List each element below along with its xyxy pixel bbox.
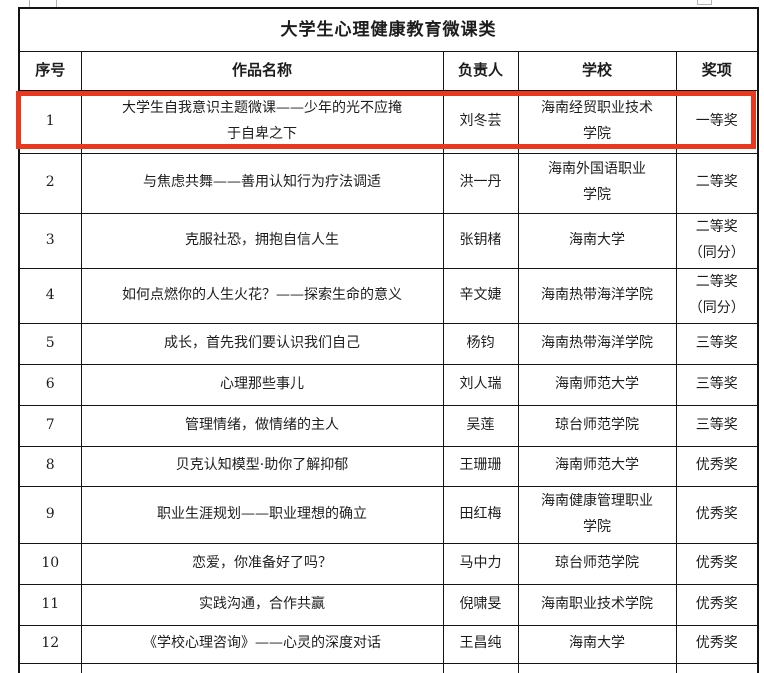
cell-row-number: 12 [18,624,82,664]
cell-school: 海南健康管理职业 学院 [517,485,677,544]
table-row: 9 职业生涯规划——职业理想的确立 田红梅 海南健康管理职业 学院 优秀奖 [18,485,759,544]
empty-cell [18,662,82,673]
cell-work-title: 《学校心理咨询》——心灵的深度对话 [80,624,444,664]
cell-leader: 吴莲 [442,404,519,447]
column-header: 序号 [18,50,82,91]
cell-leader: 王珊珊 [442,445,519,487]
table-row: 12 《学校心理咨询》——心灵的深度对话 王昌纯 海南大学 优秀奖 [18,624,759,664]
cell-row-number: 8 [18,445,82,487]
cell-row-number: 11 [18,583,82,626]
table-row: 2 与焦虑共舞——善用认知行为疗法调适 洪一丹 海南外国语职业 学院 二等奖 [18,152,759,214]
cell-work-title: 恋爱，你准备好了吗？ [80,542,444,585]
page-edge-artifact-right [697,0,712,5]
cell-row-number: 3 [18,212,82,269]
cell-work-title: 如何点燃你的人生火花？——探索生命的意义 [80,267,444,324]
cell-school: 海南热带海洋学院 [517,267,677,324]
cell-school: 海南大学 [517,212,677,269]
cell-leader: 洪一丹 [442,152,519,214]
table-row: 10 恋爱，你准备好了吗？ 马中力 琼台师范学院 优秀奖 [18,542,759,585]
column-header: 学校 [517,50,677,91]
table-row: 8 贝克认知模型·助你了解抑郁 王珊珊 海南师范大学 优秀奖 [18,445,759,487]
cell-leader: 杨钧 [442,322,519,365]
cell-award: 三等奖 [675,363,759,406]
cell-work-title: 大学生自我意识主题微课——少年的光不应掩 于自卑之下 [80,89,444,154]
table-row: 4 如何点燃你的人生火花？——探索生命的意义 辛文婕 海南热带海洋学院 二等奖 … [18,267,759,324]
cell-leader: 张钥楮 [442,212,519,269]
table-row: 6 心理那些事儿 刘人瑞 海南师范大学 三等奖 [18,363,759,406]
column-header: 奖项 [675,50,759,91]
cell-leader: 倪啸旻 [442,583,519,626]
table-row: 7 管理情绪，做情绪的主人 吴莲 琼台师范学院 三等奖 [18,404,759,447]
cell-school: 海南职业技术学院 [517,583,677,626]
cell-row-number: 6 [18,363,82,406]
empty-cell [675,662,759,673]
cell-leader: 王昌纯 [442,624,519,664]
column-header: 作品名称 [80,50,444,91]
cell-row-number: 5 [18,322,82,365]
cell-leader: 刘人瑞 [442,363,519,406]
cell-award: 一等奖 [675,89,759,154]
table-row: 3 克服社恐，拥抱自信人生 张钥楮 海南大学 二等奖 （同分） [18,212,759,269]
empty-cell [80,662,444,673]
cell-award: 二等奖 （同分） [675,212,759,269]
cell-row-number: 4 [18,267,82,324]
cell-work-title: 成长，首先我们要认识我们自己 [80,322,444,365]
cell-award: 二等奖 [675,152,759,214]
cell-row-number: 2 [18,152,82,214]
table-title: 大学生心理健康教育微课类 [18,7,759,52]
awards-table: 大学生心理健康教育微课类 序号 作品名称 负责人 学校 奖项 1 大学生自我意识主题微课… [18,7,759,673]
table-row: 5 成长，首先我们要认识我们自己 杨钧 海南热带海洋学院 三等奖 [18,322,759,365]
cell-work-title: 心理那些事儿 [80,363,444,406]
cell-school: 琼台师范学院 [517,404,677,447]
cell-award: 三等奖 [675,322,759,365]
cell-school: 琼台师范学院 [517,542,677,585]
cell-school: 海南师范大学 [517,363,677,406]
cell-school: 海南经贸职业技术 学院 [517,89,677,154]
cell-award: 三等奖 [675,404,759,447]
cell-award: 优秀奖 [675,624,759,664]
cell-row-number: 10 [18,542,82,585]
cell-school: 海南外国语职业 学院 [517,152,677,214]
cell-leader: 田红梅 [442,485,519,544]
cell-work-title: 克服社恐，拥抱自信人生 [80,212,444,269]
cell-row-number: 9 [18,485,82,544]
cell-work-title: 职业生涯规划——职业理想的确立 [80,485,444,544]
cell-school: 海南师范大学 [517,445,677,487]
cell-leader: 马中力 [442,542,519,585]
table-row: 11 实践沟通，合作共赢 倪啸旻 海南职业技术学院 优秀奖 [18,583,759,626]
cell-award: 优秀奖 [675,445,759,487]
cell-school: 海南热带海洋学院 [517,322,677,365]
partial-row [18,662,759,673]
cell-row-number: 1 [18,89,82,154]
cell-leader: 辛文婕 [442,267,519,324]
cell-leader: 刘冬芸 [442,89,519,154]
empty-cell [517,662,677,673]
cell-work-title: 贝克认知模型·助你了解抑郁 [80,445,444,487]
cell-award: 优秀奖 [675,485,759,544]
table-row: 1 大学生自我意识主题微课——少年的光不应掩 于自卑之下 刘冬芸 海南经贸职业技… [18,89,759,154]
empty-cell [442,662,519,673]
column-header: 负责人 [442,50,519,91]
cell-work-title: 管理情绪，做情绪的主人 [80,404,444,447]
cell-school: 海南大学 [517,624,677,664]
cell-work-title: 与焦虑共舞——善用认知行为疗法调适 [80,152,444,214]
cell-award: 优秀奖 [675,583,759,626]
cell-work-title: 实践沟通，合作共赢 [80,583,444,626]
cell-award: 二等奖 （同分） [675,267,759,324]
cell-row-number: 7 [18,404,82,447]
cell-award: 优秀奖 [675,542,759,585]
